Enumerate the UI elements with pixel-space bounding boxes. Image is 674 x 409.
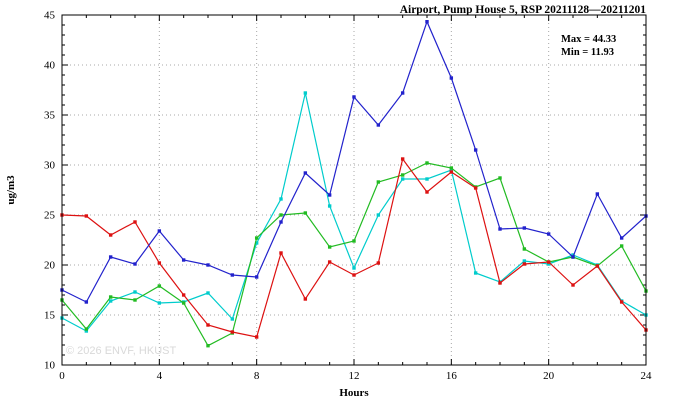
x-tick-label: 16 [446,370,458,382]
y-axis-label: ug/m3 [5,175,17,205]
x-tick-label: 8 [254,370,260,382]
x-axis-label: Hours [339,387,369,399]
x-tick-label: 20 [543,370,555,382]
series-green-line [61,162,647,347]
x-tick-label: 24 [641,370,653,382]
x-tick-label: 0 [59,370,65,382]
max-annotation: Max = 44.33 [561,34,616,45]
grid [62,15,646,365]
y-tick-label: 40 [44,60,56,72]
min-annotation: Min = 11.93 [561,47,614,58]
y-tick-label: 20 [44,260,56,272]
plot-frame [61,14,647,366]
data-series [60,20,648,348]
x-tick-label: 4 [157,370,163,382]
chart-title: Airport, Pump House 5, RSP 20211128—2021… [400,4,647,16]
y-tick-label: 35 [44,110,56,122]
watermark: © 2026 ENVF, HKUST [66,345,176,357]
y-tick-label: 45 [44,10,56,22]
plot-border [61,14,647,366]
y-tick-label: 10 [44,360,56,372]
y-tick-label: 30 [44,160,56,172]
series-red-markers [60,157,648,339]
x-tick-label: 12 [349,370,360,382]
y-tick-label: 15 [44,310,56,322]
series-blue-markers [60,20,648,304]
tick-labels: 0 4 8 12 16 20 24 10 15 20 25 30 35 40 45 [44,10,652,383]
y-tick-label: 25 [44,210,56,222]
